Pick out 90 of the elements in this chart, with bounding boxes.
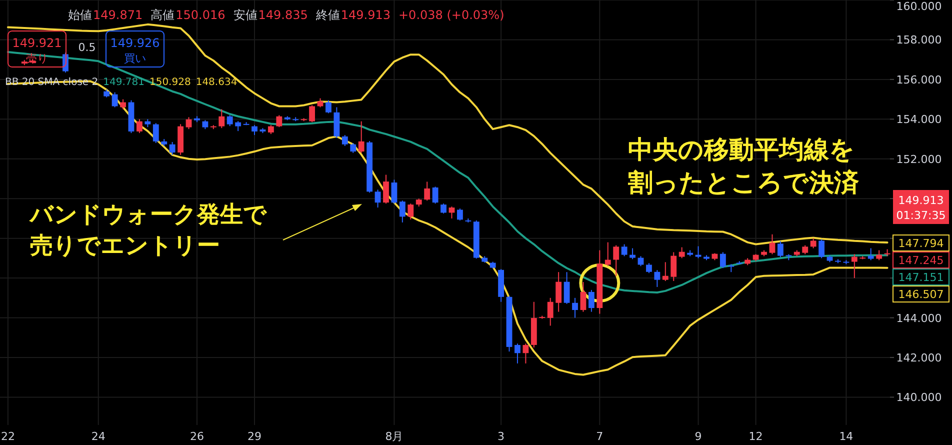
annotation: 149.926 bbox=[110, 36, 160, 50]
annotation: 中央の移動平均線を bbox=[628, 135, 855, 164]
x-tick-label: 9 bbox=[694, 430, 702, 443]
candlestick bbox=[399, 200, 406, 223]
x-tick-label: 12 bbox=[748, 430, 763, 443]
candlestick bbox=[440, 203, 446, 214]
annotation: 始値 bbox=[68, 8, 92, 22]
candlestick bbox=[613, 244, 620, 277]
candlestick bbox=[136, 118, 142, 134]
candlestick bbox=[670, 252, 677, 282]
candlestick bbox=[252, 124, 258, 136]
annotation: 安値 bbox=[233, 8, 258, 22]
x-tick-label: 14 bbox=[839, 430, 854, 443]
y-tick-label: 142.000 bbox=[896, 351, 942, 364]
candlestick bbox=[408, 203, 414, 220]
candlestick bbox=[851, 254, 858, 279]
candlestick bbox=[876, 250, 882, 261]
y-tick-label: 156.000 bbox=[896, 73, 942, 86]
x-tick-label: 8月 bbox=[385, 430, 404, 443]
x-tick-label: 22 bbox=[0, 430, 15, 443]
annotation: 高値 bbox=[150, 8, 175, 22]
annotation: 割ったところで決済 bbox=[627, 168, 859, 197]
candlestick bbox=[514, 343, 520, 364]
candlestick bbox=[112, 92, 118, 108]
annotation: 149.835 bbox=[258, 8, 308, 22]
candlestick bbox=[777, 240, 784, 258]
candlestick bbox=[276, 114, 282, 128]
annotation: 149.921 bbox=[12, 36, 62, 50]
annotation: 149.781 bbox=[103, 77, 144, 88]
candlestick bbox=[358, 120, 364, 154]
candlestick bbox=[432, 186, 438, 204]
candlestick bbox=[152, 122, 159, 144]
y-tick-label: 154.000 bbox=[896, 113, 942, 126]
candlestick bbox=[309, 104, 315, 123]
candlestick bbox=[120, 98, 126, 110]
y-tick-label: 140.000 bbox=[896, 391, 942, 404]
candlestick bbox=[572, 297, 578, 318]
annotation: 150.016 bbox=[176, 8, 226, 22]
candlestick bbox=[868, 248, 874, 261]
candlestick bbox=[630, 248, 636, 260]
annotation: 売りでエントリー bbox=[30, 233, 220, 259]
annotation: 149.871 bbox=[93, 8, 143, 22]
candlestick bbox=[818, 238, 825, 259]
candlestick bbox=[662, 262, 668, 282]
candlestick bbox=[810, 238, 816, 249]
candlestick bbox=[169, 142, 176, 156]
y-tick-label: 160.000 bbox=[896, 0, 942, 13]
candlestick bbox=[383, 174, 389, 204]
x-tick-label: 26 bbox=[190, 430, 204, 443]
annotation: +0.038 (+0.03%) bbox=[398, 8, 504, 22]
candlestick bbox=[580, 282, 586, 312]
candlestick bbox=[391, 179, 398, 204]
candlestick bbox=[374, 189, 381, 208]
candlestick bbox=[218, 108, 225, 129]
candlestick bbox=[226, 114, 233, 127]
candlestick bbox=[588, 289, 594, 312]
candlestick bbox=[522, 343, 529, 364]
y-tick-label: 158.000 bbox=[896, 34, 942, 47]
candlestick bbox=[695, 246, 702, 259]
x-tick-label: 24 bbox=[91, 430, 106, 443]
candlestick bbox=[556, 272, 562, 312]
candlestick bbox=[720, 252, 726, 269]
candlestick bbox=[621, 244, 628, 257]
candlestick bbox=[186, 116, 192, 130]
candlestick bbox=[448, 206, 455, 219]
candlestick bbox=[604, 242, 611, 267]
candlestick bbox=[457, 208, 463, 221]
candlestick bbox=[342, 134, 348, 146]
annotation: 終値 bbox=[314, 8, 340, 22]
annotation: 0.5 bbox=[78, 41, 96, 54]
candlestick bbox=[235, 120, 242, 132]
annotation: 148.634 bbox=[196, 77, 238, 88]
annotation: 149.913 bbox=[340, 8, 390, 22]
annotation: 買い bbox=[124, 52, 146, 65]
annotation: 150.928 bbox=[149, 77, 191, 88]
x-tick-label: 3 bbox=[498, 430, 505, 443]
y-tick-label: 152.000 bbox=[896, 152, 942, 166]
x-tick-label: 29 bbox=[248, 430, 262, 443]
candlestick bbox=[769, 234, 776, 255]
annotation: バンドウォーク発生で bbox=[28, 202, 267, 228]
candlestick bbox=[654, 270, 660, 288]
x-tick-label: 7 bbox=[596, 430, 604, 443]
candlestick bbox=[646, 262, 652, 274]
candlestick bbox=[424, 181, 430, 202]
candlestick bbox=[678, 246, 685, 259]
candlestick bbox=[564, 272, 570, 304]
candlestick bbox=[326, 100, 332, 114]
candlestick bbox=[350, 142, 356, 154]
candlestick bbox=[547, 297, 554, 326]
y-tick-label: 144.000 bbox=[896, 312, 942, 325]
